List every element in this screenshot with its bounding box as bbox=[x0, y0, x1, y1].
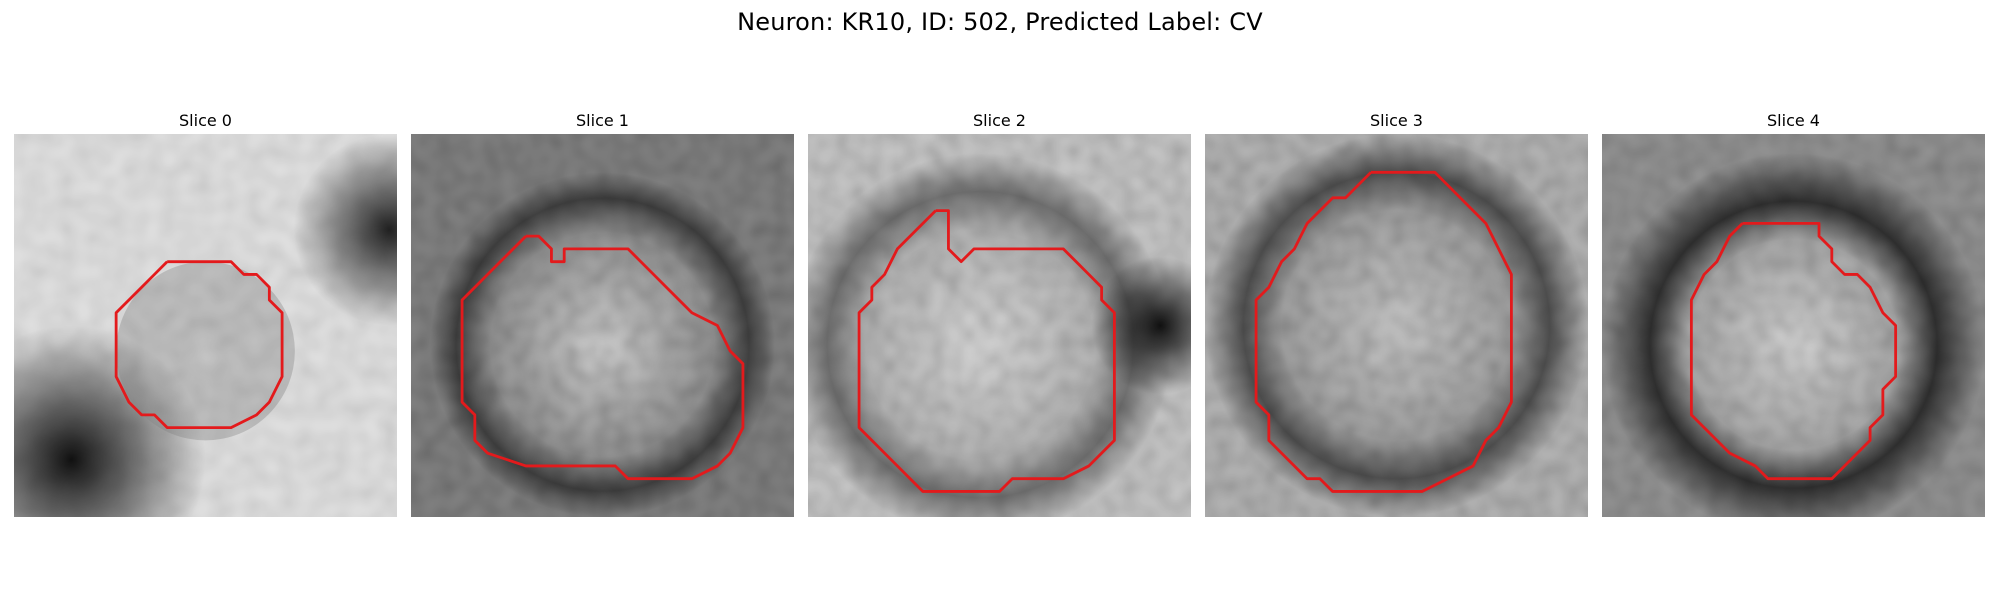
slice-panel-4: Slice 4 bbox=[1602, 108, 1985, 517]
slice-image-1 bbox=[411, 134, 794, 517]
slice-title-0: Slice 0 bbox=[179, 111, 232, 130]
contour-line-2 bbox=[857, 209, 1116, 493]
slice-panel-0: Slice 0 bbox=[14, 108, 397, 517]
figure-title: Neuron: KR10, ID: 502, Predicted Label: … bbox=[737, 8, 1263, 36]
slice-image-0 bbox=[14, 134, 397, 517]
contour-line-4 bbox=[1689, 221, 1898, 481]
slice-panel-3: Slice 3 bbox=[1205, 108, 1588, 517]
slice-panel-1: Slice 1 bbox=[411, 108, 794, 517]
contour-line-3 bbox=[1254, 170, 1513, 493]
slice-image-2 bbox=[808, 134, 1191, 517]
contour-line-1 bbox=[460, 234, 745, 481]
slice-title-2: Slice 2 bbox=[973, 111, 1026, 130]
contour-line-0 bbox=[114, 260, 284, 430]
slice-panel-2: Slice 2 bbox=[808, 108, 1191, 517]
slice-title-3: Slice 3 bbox=[1370, 111, 1423, 130]
slice-image-4 bbox=[1602, 134, 1985, 517]
slice-title-1: Slice 1 bbox=[576, 111, 629, 130]
slice-image-3 bbox=[1205, 134, 1588, 517]
slice-title-4: Slice 4 bbox=[1767, 111, 1820, 130]
